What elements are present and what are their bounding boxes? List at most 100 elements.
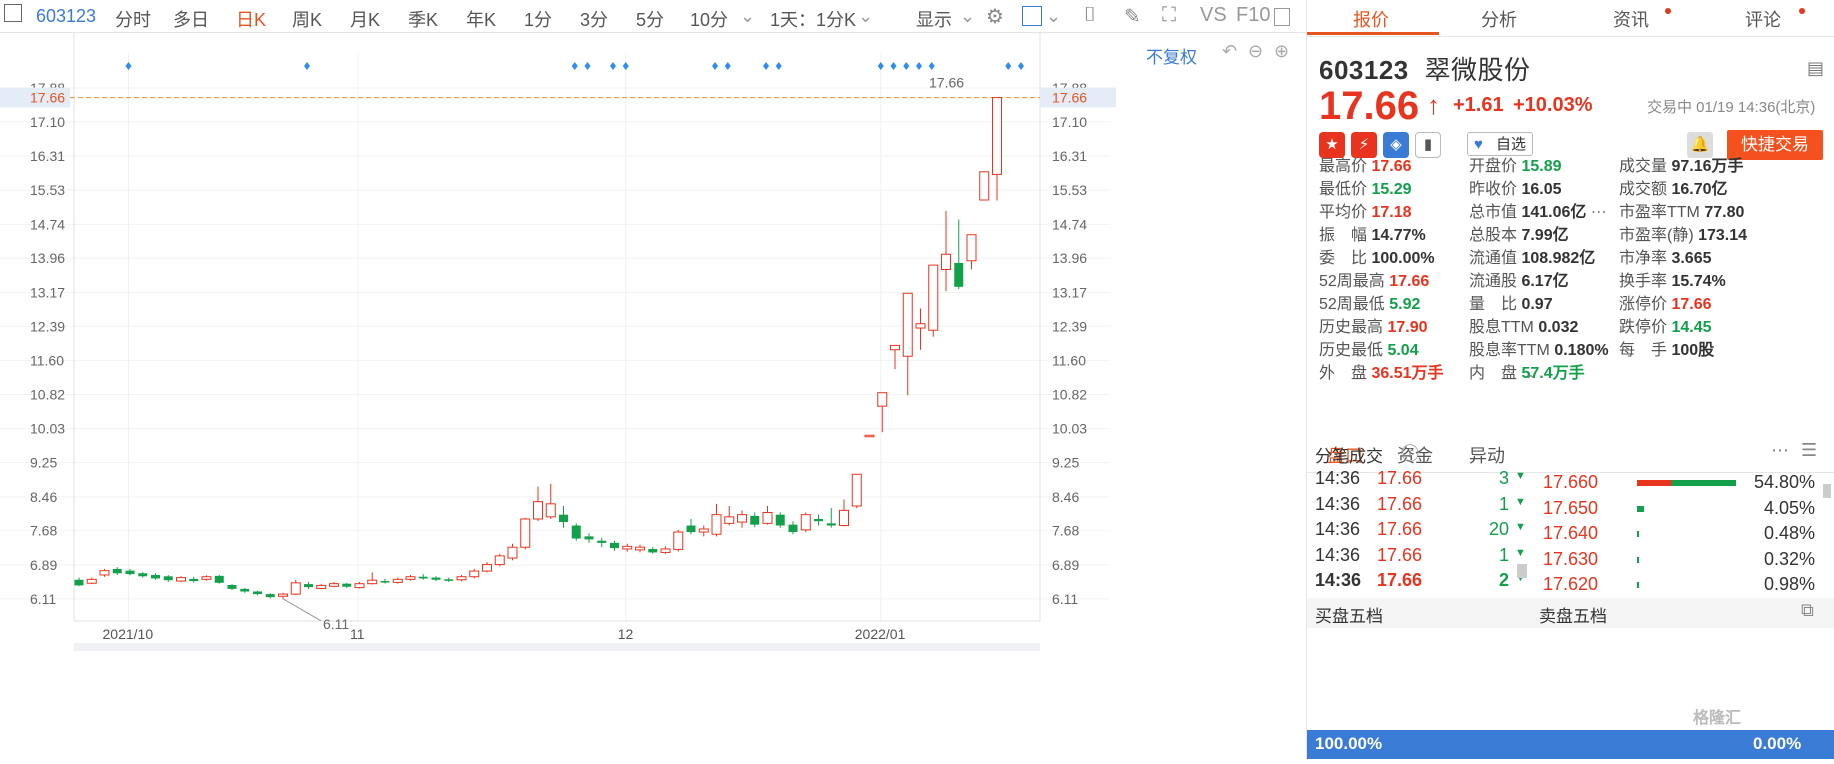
stat-item: 流通值 108.982亿 <box>1469 244 1595 268</box>
sell-pct: 0.00% <box>1753 734 1802 753</box>
candle-body-up <box>737 514 747 523</box>
stat-value: 100股 <box>1671 342 1715 359</box>
period-tab-jik[interactable]: 季K <box>408 10 439 30</box>
tab-abnormal[interactable]: 异动 <box>1469 446 1505 466</box>
tab-funds[interactable]: 资金 <box>1397 446 1433 466</box>
undo-icon[interactable]: ↶ <box>1222 41 1238 61</box>
sidebar-toggle-icon[interactable] <box>1274 8 1290 26</box>
zoom-in-icon[interactable]: ⊕ <box>1274 41 1290 61</box>
candle-body-up <box>877 392 888 407</box>
y-tick-label-right: 10.82 <box>1052 386 1087 402</box>
tab-analysis[interactable]: 分析 <box>1481 10 1517 30</box>
stat-label: 市净率 <box>1619 250 1672 267</box>
candle-body-up <box>354 583 365 589</box>
down-triangle-icon: ▼ <box>1515 495 1526 508</box>
scrollbar-thumb[interactable] <box>1823 484 1831 498</box>
stat-item: 市净率 3.665 <box>1619 244 1712 268</box>
stat-value: 5.92 <box>1389 296 1421 313</box>
tick-row: 14:36 17.66 3 ▼ 17.660 54.80% <box>1307 466 1834 494</box>
f10-button[interactable]: F10 <box>1236 4 1271 26</box>
layout-icon[interactable]: ▤ <box>1807 58 1825 78</box>
expand-icon[interactable]: ⧉ <box>1801 600 1814 620</box>
chevron-down-icon[interactable]: ⌄ <box>740 6 756 26</box>
period-tab-zhouk[interactable]: 周K <box>292 10 323 30</box>
stat-label: 涨停价 <box>1619 296 1672 313</box>
display-menu[interactable]: 显示 <box>916 10 952 30</box>
candle-body-up <box>864 434 875 438</box>
stat-label: 成交额 <box>1619 181 1672 198</box>
period-tab-1min[interactable]: 1分 <box>524 10 553 30</box>
info-icon[interactable]: ⓘ <box>1401 444 1419 464</box>
settings-gear-icon[interactable]: ⚙ <box>986 6 1004 28</box>
more-icon[interactable]: ⋯ <box>1586 204 1607 221</box>
camera-icon[interactable]: ⌷ <box>1084 4 1096 26</box>
price-change: +1.61 <box>1453 94 1504 116</box>
buy-sell-ratio-bar: 100.00% 0.00% <box>1307 730 1834 759</box>
dist-price: 17.620 <box>1543 574 1599 595</box>
period-tab-niank[interactable]: 年K <box>466 10 497 30</box>
dist-price: 17.660 <box>1543 472 1599 492</box>
dist-bar <box>1637 531 1639 538</box>
stat-value: 100.00% <box>1371 250 1435 267</box>
tab-pankou[interactable]: 盘口 <box>1327 446 1363 466</box>
stat-item: 市盈率(静) 173.14 <box>1619 221 1747 245</box>
more-icon[interactable]: ⋯ <box>1771 440 1789 460</box>
stock-title: 603123 翠微股份 <box>1319 50 1531 87</box>
candle-body-down <box>265 594 275 598</box>
period-tab-5min[interactable]: 5分 <box>636 10 665 30</box>
alert-bell-icon[interactable]: 🔔 <box>1687 132 1713 158</box>
low-price-label: 6.11 <box>323 616 349 632</box>
period-tab-fenshi[interactable]: 分时 <box>115 10 151 30</box>
list-view-icon[interactable]: ☰ <box>1801 440 1818 460</box>
vs-compare-button[interactable]: VS <box>1200 4 1227 26</box>
buy-pct: 100.00% <box>1315 734 1383 753</box>
kline-chart[interactable]: 17.8817.8817.1017.1016.3116.3115.5315.53… <box>0 33 1306 759</box>
tick-time: 14:36 <box>1315 468 1361 488</box>
stat-label: 外 盘 <box>1319 365 1372 382</box>
tick-price: 17.66 <box>1377 468 1423 488</box>
panel-toggle-icon[interactable] <box>4 4 22 22</box>
stat-value: 16.05 <box>1521 181 1562 198</box>
trade-status: 交易中 01/19 14:36(北京) <box>1647 99 1816 116</box>
chart-type-icon[interactable] <box>1022 6 1042 26</box>
quick-trade-button[interactable]: 快捷交易 <box>1727 130 1823 160</box>
down-triangle-icon: ▼ <box>1515 521 1526 534</box>
tab-quote[interactable]: 报价 <box>1353 10 1389 30</box>
period-tab-3min[interactable]: 3分 <box>580 10 609 30</box>
add-watchlist-button[interactable]: ♥ 自选 <box>1467 132 1533 156</box>
tab-news[interactable]: 资讯 <box>1613 10 1649 30</box>
bookmark-icon[interactable]: ▮ <box>1415 132 1441 158</box>
y-tick-label-right: 11.60 <box>1052 353 1086 369</box>
candle-body-up <box>176 577 186 582</box>
scrollbar-thumb[interactable] <box>1517 564 1527 578</box>
candle-body-down <box>189 578 199 582</box>
pencil-icon[interactable]: ✎ <box>1124 6 1141 28</box>
period-tab-yuek[interactable]: 月K <box>350 10 381 30</box>
up-arrow-icon: ↑ <box>1427 90 1440 120</box>
period-tab-10min[interactable]: 10分 <box>690 10 729 30</box>
interval-select[interactable]: 1天：1分K <box>770 10 857 30</box>
event-marker-icon <box>903 62 910 70</box>
candle-body-down <box>610 542 619 549</box>
fullscreen-icon[interactable]: ⛶ <box>1162 4 1176 26</box>
restore-right-button[interactable]: 不复权 <box>1146 48 1197 67</box>
candle-body-up <box>316 584 327 589</box>
buy-book-title: 买盘五档 <box>1315 607 1383 626</box>
chevron-down-icon[interactable]: ⌄ <box>858 6 874 26</box>
chevron-up-icon[interactable]: ⌃ <box>1525 372 1537 388</box>
chevron-down-icon[interactable]: ⌄ <box>960 6 976 26</box>
period-tab-duori[interactable]: 多日 <box>173 10 209 30</box>
stat-value: 16.70亿 <box>1671 181 1728 198</box>
current-price: 17.66 <box>1319 84 1420 128</box>
price-tag-right-bg <box>1040 87 1116 108</box>
chevron-down-icon[interactable]: ⌄ <box>1046 6 1062 26</box>
down-triangle-icon: ▼ <box>1515 546 1526 559</box>
candle-body-down <box>814 519 823 522</box>
zoom-out-icon[interactable]: ⊖ <box>1248 41 1264 61</box>
stat-label: 市盈率TTM <box>1619 204 1705 221</box>
candle-body-up <box>290 582 301 595</box>
tab-comments[interactable]: 评论 <box>1745 10 1781 30</box>
event-marker-icon <box>304 62 310 70</box>
period-tab-rik[interactable]: 日K <box>236 10 267 30</box>
candle-body-up <box>724 516 735 524</box>
